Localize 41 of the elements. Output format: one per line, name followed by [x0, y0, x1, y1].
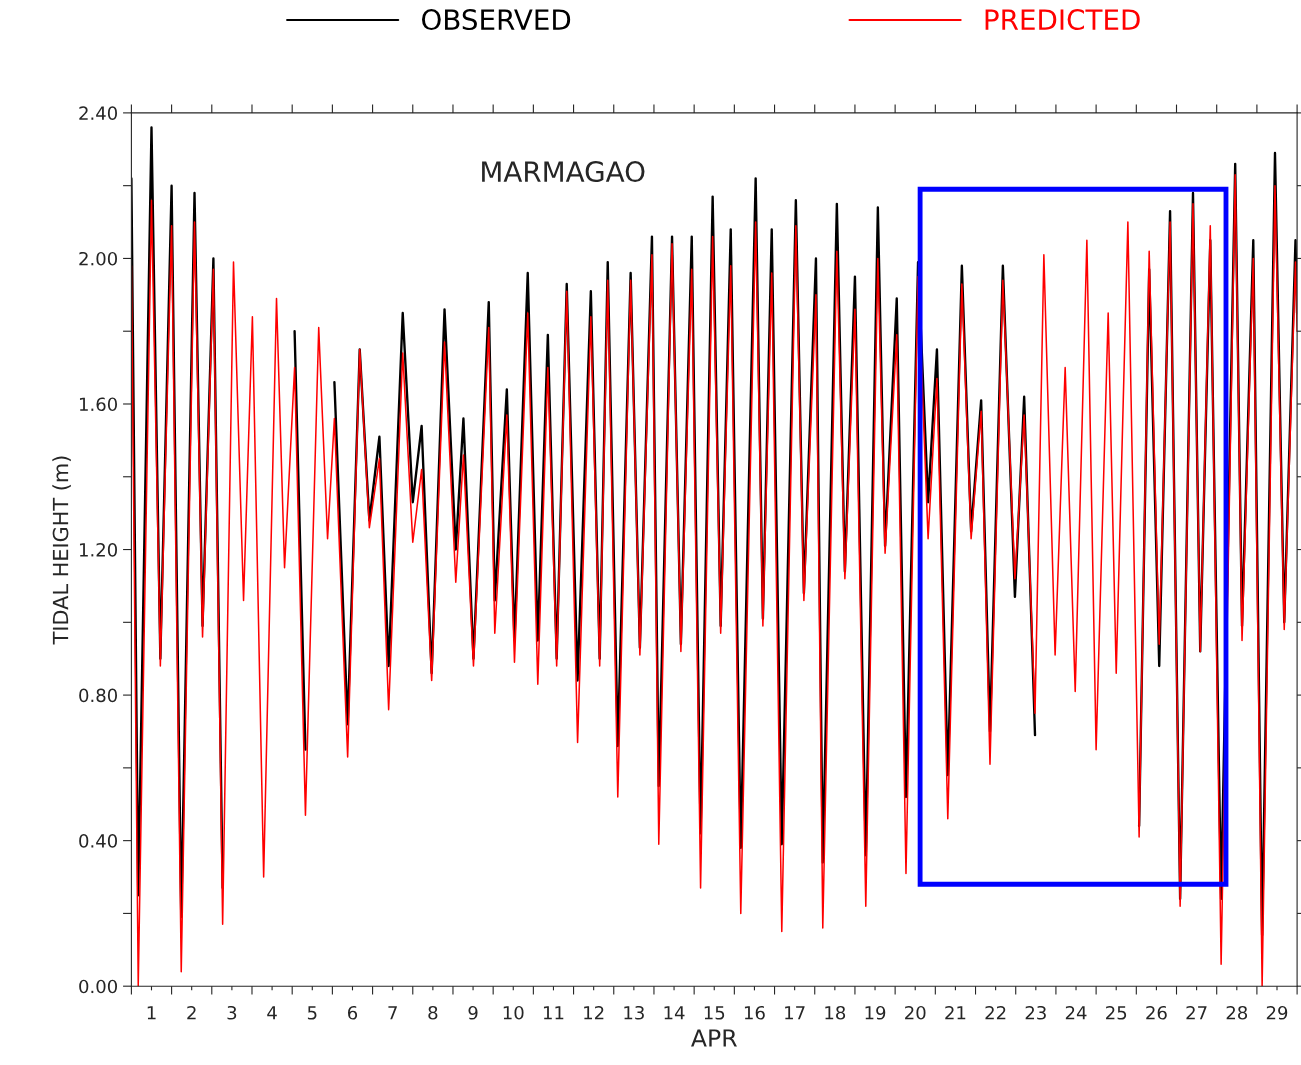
y-axis-title: TIDAL HEIGHT (m): [52, 456, 71, 645]
x-tick-label: 12: [584, 1005, 604, 1020]
y-tick-label: 1.60: [79, 397, 118, 412]
x-tick-label: 29: [1266, 1005, 1288, 1020]
x-tick-label: 18: [825, 1005, 846, 1020]
x-tick-label: 28: [1226, 1005, 1248, 1020]
x-tick-label: 9: [468, 1005, 478, 1020]
x-tick-label: 5: [307, 1006, 317, 1020]
x-tick-label: 14: [664, 1006, 685, 1020]
x-tick-label: 11: [543, 1006, 564, 1020]
legend-label: PREDICTED: [985, 9, 1140, 31]
y-tick-label: 2.40: [79, 106, 118, 121]
y-tick-label: 0.40: [79, 834, 118, 848]
x-tick-label: 16: [744, 1005, 765, 1020]
x-tick-label: 24: [1065, 1005, 1087, 1020]
legend-label: OBSERVED: [422, 9, 571, 31]
y-tick-label: 0.00: [79, 979, 118, 994]
y-tick-label: 0.80: [79, 688, 118, 703]
x-tick-label: 27: [1186, 1005, 1207, 1020]
x-tick-label: 20: [905, 1005, 926, 1020]
y-tick-label: 2.00: [79, 251, 118, 266]
x-tick-label: 19: [865, 1005, 886, 1020]
x-axis-title: APR: [691, 1029, 737, 1047]
x-tick-label: 25: [1106, 1005, 1127, 1020]
x-tick-label: 15: [704, 1006, 725, 1020]
x-tick-label: 1: [147, 1006, 156, 1020]
x-tick-label: 4: [267, 1006, 277, 1020]
x-tick-label: 22: [985, 1005, 1006, 1020]
x-tick-label: 21: [945, 1005, 966, 1020]
x-tick-label: 2: [187, 1005, 196, 1020]
x-tick-label: 8: [428, 1005, 438, 1020]
x-tick-label: 3: [227, 1005, 237, 1020]
x-tick-label: 23: [1025, 1005, 1046, 1020]
x-tick-label: 6: [348, 1005, 358, 1020]
x-tick-label: 17: [785, 1006, 805, 1020]
y-tick-label: 1.20: [79, 543, 118, 557]
x-tick-label: 26: [1146, 1005, 1167, 1020]
text: MARMAGAO: [482, 161, 645, 183]
x-tick-label: 13: [624, 1005, 644, 1020]
x-tick-label: 10: [503, 1005, 524, 1020]
x-tick-label: 7: [388, 1006, 397, 1020]
